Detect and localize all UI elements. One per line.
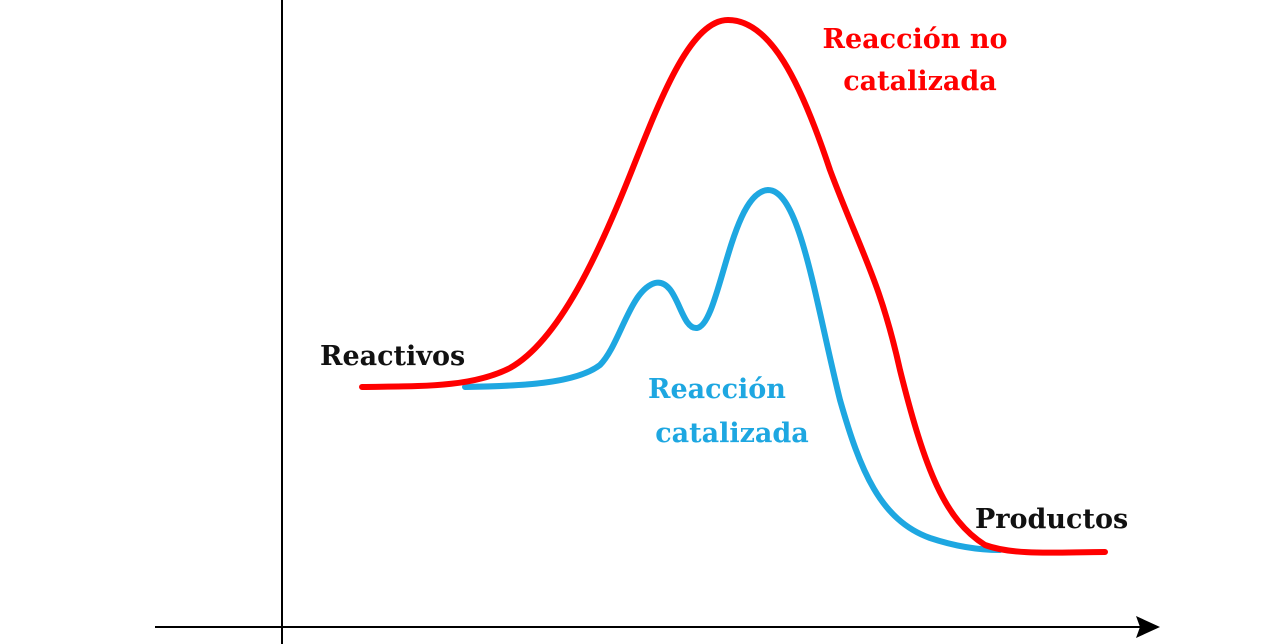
reactants-label: Reactivos xyxy=(320,341,465,372)
x-axis-arrow xyxy=(1136,616,1160,638)
catalyzed-label: Reacción xyxy=(648,374,786,405)
catalyzed-label: catalizada xyxy=(655,418,809,449)
products-label: Productos xyxy=(975,504,1128,535)
uncatalyzed-curve xyxy=(359,16,1108,556)
uncatalyzed-label: catalizada xyxy=(843,66,997,97)
uncatalyzed-label: Reacción no xyxy=(823,24,1008,55)
catalyzed-curve xyxy=(462,186,1003,553)
